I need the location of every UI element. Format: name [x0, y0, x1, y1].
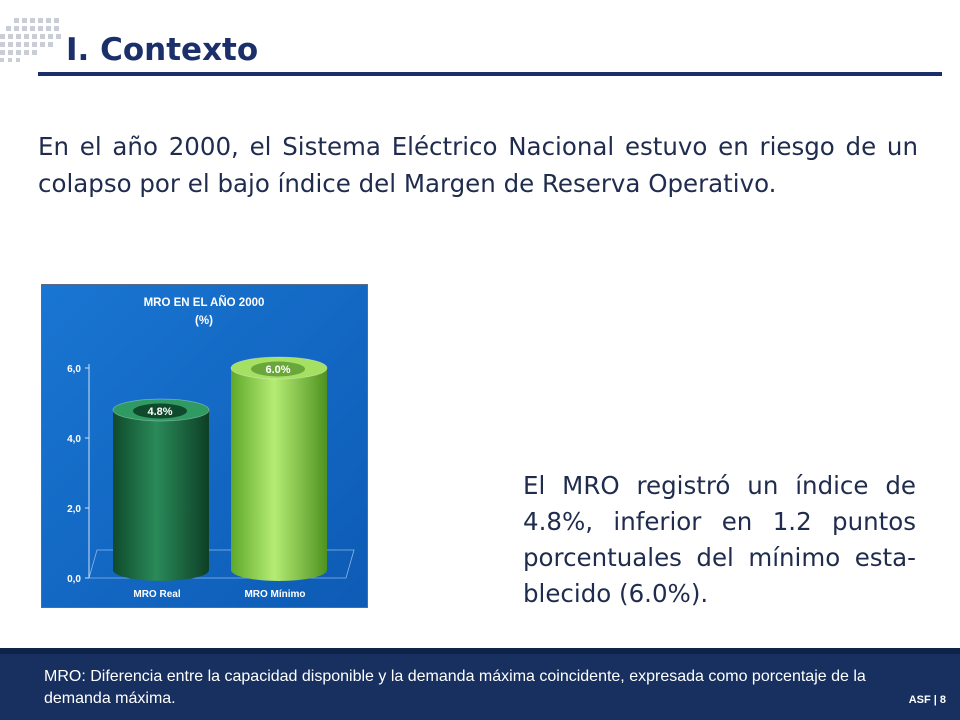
bar-mro-minimo [231, 368, 327, 581]
y-tick-label: 2,0 [67, 504, 81, 515]
intro-paragraph: En el año 2000, el Sistema Eléctrico Nac… [38, 132, 918, 198]
footer-page-label: ASF | 8 [908, 694, 946, 706]
summary-line: 4.8%, inferior en 1.2 puntos [523, 507, 916, 536]
summary-paragraph: El MRO registró un índice de 4.8%, infer… [523, 468, 916, 612]
chart-subtitle: (%) [195, 315, 213, 327]
slide-title: I. Contexto [66, 32, 259, 68]
data-label: 6.0% [265, 364, 290, 376]
data-label-badge [133, 403, 187, 419]
footnote-definition: MRO: Diferencia entre la capacidad dispo… [44, 668, 866, 707]
y-tick-label: 6,0 [67, 364, 81, 375]
x-category-label: MRO Mínimo [244, 589, 305, 600]
y-tick-label: 0,0 [67, 574, 81, 585]
summary-line: blecido (6.0%). [523, 579, 709, 608]
bar-mro-real [113, 410, 209, 581]
x-category-label: MRO Real [133, 589, 180, 600]
footer-bar: MRO: Diferencia entre la capacidad dispo… [0, 648, 960, 720]
summary-line: El MRO registró un índice de [523, 471, 916, 500]
chart-title: MRO EN EL AÑO 2000 [144, 296, 265, 309]
summary-line: porcentuales del mínimo esta- [523, 543, 916, 572]
mro-bar-chart: MRO EN EL AÑO 2000 (%) 0,0 2,0 4,0 6,0 4.8% M… [41, 284, 368, 608]
y-tick-label: 4,0 [67, 434, 81, 445]
title-underline [38, 72, 942, 76]
data-label-badge [251, 361, 305, 377]
footer-top-band [0, 648, 960, 654]
decorative-dot-grid [0, 18, 61, 62]
data-label: 4.8% [147, 406, 172, 418]
